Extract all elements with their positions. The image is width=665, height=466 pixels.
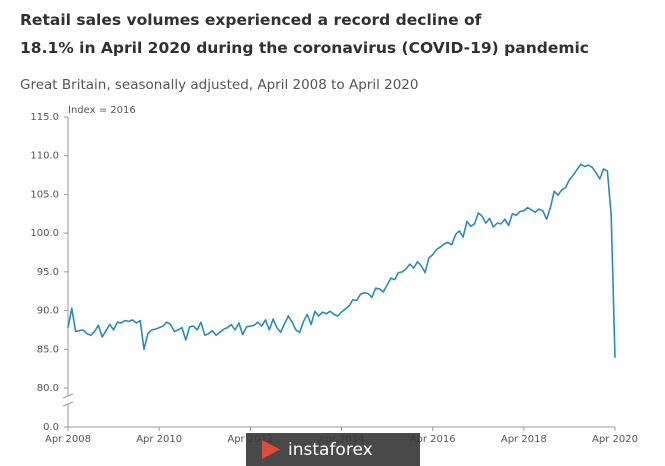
y-tick-label: 85.0 [37, 344, 59, 355]
chart-title-line: Retail sales volumes experienced a recor… [20, 11, 482, 29]
y-tick-label: 0.0 [43, 422, 59, 433]
y-tick-label: 80.0 [37, 383, 59, 394]
y-tick-label: 105.0 [30, 189, 59, 200]
y-tick-label: 90.0 [37, 306, 59, 317]
watermark-logo [262, 440, 280, 459]
watermark: instaforex [288, 440, 373, 460]
x-tick-label: Apr 2020 [592, 434, 638, 445]
y-tick-label: 115.0 [30, 112, 59, 123]
x-tick-label: Apr 2010 [136, 434, 182, 445]
y-tick-label: 95.0 [37, 267, 59, 278]
axis-break [62, 393, 74, 407]
annotation: Index = 2016 [68, 105, 136, 116]
chart-subtitle: Great Britain, seasonally adjusted, Apri… [20, 77, 419, 93]
x-tick-label: Apr 2008 [45, 434, 91, 445]
series-line [67, 163, 616, 358]
chart-title-line: 18.1% in April 2020 during the coronavir… [20, 39, 589, 57]
x-tick-label: Apr 2018 [501, 434, 547, 445]
y-tick-label: 110.0 [30, 151, 59, 162]
y-tick-label: 100.0 [30, 228, 59, 239]
x-tick-label: Apr 2016 [410, 434, 456, 445]
